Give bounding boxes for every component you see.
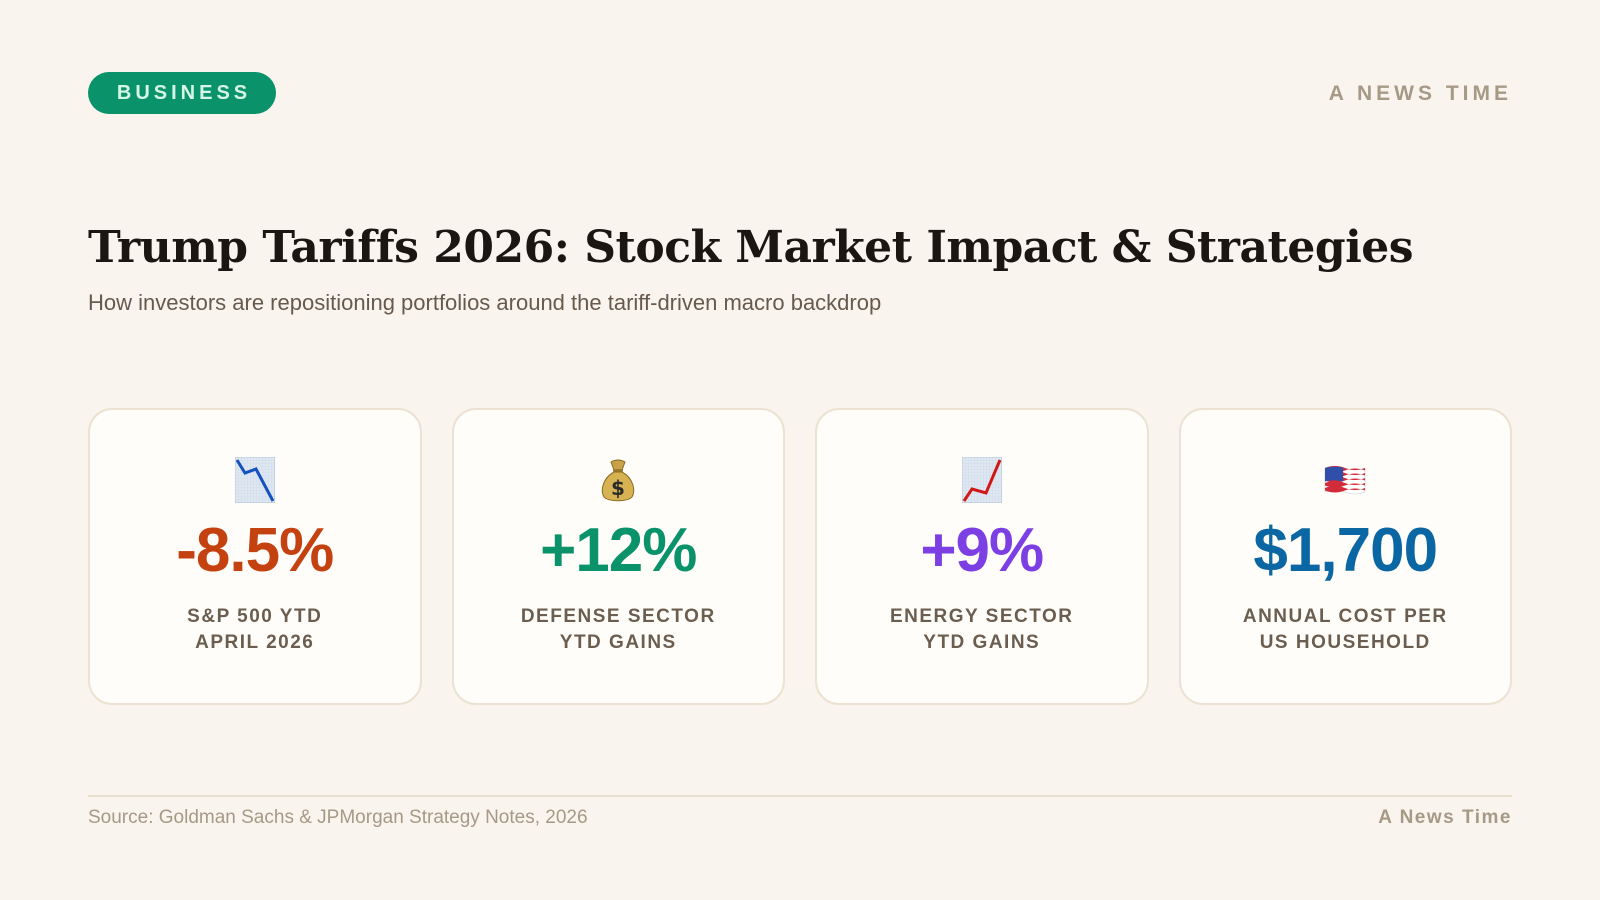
stat-label-line2: US HOUSEHOLD	[1259, 632, 1431, 653]
stat-label: DEFENSE SECTOR YTD GAINS	[521, 604, 716, 656]
stat-label-line2: YTD GAINS	[559, 632, 677, 653]
stat-card-sp500: -8.5% S&P 500 YTD APRIL 2026	[88, 408, 422, 705]
source-note: Source: Goldman Sachs & JPMorgan Strateg…	[88, 807, 588, 828]
stat-card-household: $1,700 ANNUAL COST PER US HOUSEHOLD	[1178, 408, 1512, 705]
stat-value: +9%	[920, 516, 1044, 585]
us-flag-icon	[1323, 458, 1367, 502]
stat-label-line1: ENERGY SECTOR	[889, 606, 1074, 627]
stat-label-line1: S&P 500 YTD	[187, 606, 323, 627]
stat-value: -8.5%	[176, 516, 334, 585]
stat-cards: -8.5% S&P 500 YTD APRIL 2026 $ +12% DEFE…	[88, 408, 1512, 705]
stat-label: ENERGY SECTOR YTD GAINS	[890, 604, 1074, 656]
chart-decreasing-icon	[233, 457, 277, 503]
brand-footer: A News Time	[1378, 807, 1512, 828]
stat-label-line2: APRIL 2026	[195, 632, 315, 653]
page-subtitle: How investors are repositioning portfoli…	[88, 290, 882, 315]
stat-label: S&P 500 YTD APRIL 2026	[187, 604, 322, 656]
footer-divider	[88, 795, 1512, 797]
page-title: Trump Tariffs 2026: Stock Market Impact …	[88, 222, 1414, 273]
stat-value: +12%	[540, 516, 697, 585]
stat-label-line2: YTD GAINS	[923, 632, 1041, 653]
stat-label: ANNUAL COST PER US HOUSEHOLD	[1243, 604, 1448, 656]
stat-card-energy: +9% ENERGY SECTOR YTD GAINS	[815, 408, 1149, 705]
stat-label-line1: DEFENSE SECTOR	[520, 606, 716, 627]
brand-header: A NEWS TIME	[1328, 82, 1512, 105]
chart-increasing-icon	[960, 457, 1004, 503]
money-bag-icon: $	[596, 458, 640, 502]
stat-card-defense: $ +12% DEFENSE SECTOR YTD GAINS	[451, 408, 785, 705]
stat-value: $1,700	[1253, 516, 1438, 585]
svg-text:$: $	[611, 476, 625, 500]
category-badge: BUSINESS	[88, 72, 276, 114]
stat-label-line1: ANNUAL COST PER	[1242, 606, 1448, 627]
